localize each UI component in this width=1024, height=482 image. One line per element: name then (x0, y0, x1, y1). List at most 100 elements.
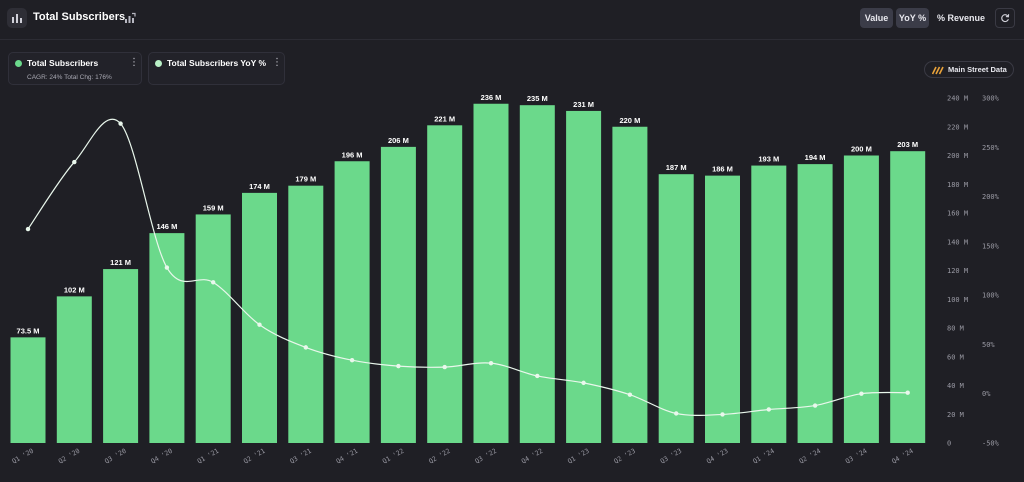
y-axis-tick: 80 M (947, 325, 964, 333)
bar (797, 164, 833, 443)
legend-swatch (155, 60, 162, 67)
bar (519, 105, 555, 443)
bar (56, 296, 92, 443)
toolbar: Total Subscribers Value YoY % % Revenue (0, 0, 1024, 38)
badge-label: Main Street Data (948, 65, 1007, 74)
chart-type-icon[interactable] (124, 11, 136, 23)
data-label: 221 M (434, 114, 455, 123)
y-axis-tick: 220 M (947, 123, 968, 131)
x-axis-tick: Q3 '20 (103, 447, 127, 466)
header-divider (0, 39, 1024, 40)
bar (705, 175, 740, 443)
legend-stats: CAGR: 24% Total Chg: 176% (27, 74, 112, 81)
y2-axis-tick: 250% (982, 144, 1000, 152)
data-label: 236 M (481, 93, 502, 102)
data-label: 220 M (619, 116, 640, 125)
x-axis-tick: Q1 '20 (11, 447, 35, 466)
legend-item-total-subscribers[interactable]: Total Subscribers CAGR: 24% Total Chg: 1… (8, 52, 142, 85)
x-axis-tick: Q2 '22 (427, 447, 451, 466)
x-axis-tick: Q4 '20 (150, 447, 174, 466)
data-label: 174 M (249, 182, 270, 191)
x-axis-tick: Q2 '24 (798, 447, 822, 466)
yoy-point (211, 280, 216, 285)
value-mode-button[interactable]: Value (860, 8, 893, 28)
y-axis-tick: 160 M (947, 210, 968, 218)
legend-label: Total Subscribers (27, 58, 99, 68)
bar (10, 337, 46, 443)
y-axis-tick: 0 (947, 440, 951, 448)
y-axis-tick: 180 M (947, 181, 968, 189)
x-axis-tick: Q1 '24 (751, 447, 775, 466)
x-axis-tick: Q2 '23 (613, 447, 637, 466)
main-street-data-logo-icon (932, 66, 944, 75)
bar (427, 125, 463, 443)
yoy-point (349, 358, 355, 363)
data-label: 200 M (851, 145, 872, 154)
yoy-point (674, 411, 679, 416)
bar (195, 214, 231, 443)
y-axis-tick: 120 M (947, 267, 968, 275)
yoy-mode-button[interactable]: YoY % (896, 8, 929, 28)
revenue-mode-button[interactable]: % Revenue (936, 13, 986, 23)
x-axis-tick: Q1 '23 (566, 447, 590, 466)
main-street-data-badge[interactable]: Main Street Data (924, 61, 1014, 78)
more-options-icon[interactable]: ⋮ (272, 57, 282, 68)
y2-axis-tick: 0% (982, 390, 991, 398)
bar (380, 146, 416, 443)
bar (658, 174, 694, 443)
bar (473, 103, 509, 443)
bar (890, 151, 926, 443)
y-axis-tick: 60 M (947, 353, 964, 361)
refresh-icon (1001, 14, 1010, 23)
y2-axis-tick: -50% (982, 440, 1000, 448)
legend-item-yoy[interactable]: Total Subscribers YoY % ⋮ (148, 52, 285, 85)
data-label: 186 M (712, 165, 733, 174)
yoy-point (164, 265, 170, 270)
yoy-point (627, 392, 633, 397)
x-axis-tick: Q2 '20 (57, 447, 81, 466)
y2-axis-tick: 300% (982, 95, 1000, 103)
yoy-point (118, 121, 123, 126)
bar (612, 126, 648, 443)
yoy-point (859, 391, 864, 396)
data-label: 196 M (342, 150, 363, 159)
x-axis-tick: Q1 '22 (381, 447, 405, 466)
data-label: 73.5 M (17, 326, 40, 335)
x-axis-tick: Q4 '24 (890, 447, 914, 466)
data-label: 146 M (156, 222, 177, 231)
more-options-icon[interactable]: ⋮ (129, 57, 139, 68)
x-axis-tick: Q1 '21 (196, 447, 220, 466)
refresh-button[interactable] (995, 8, 1015, 28)
x-axis-tick: Q2 '21 (242, 447, 266, 466)
data-label: 235 M (527, 94, 548, 103)
data-label: 231 M (573, 100, 594, 109)
yoy-point (535, 373, 540, 379)
yoy-point (25, 226, 31, 232)
x-axis-tick: Q3 '23 (659, 447, 683, 466)
x-axis-tick: Q3 '22 (474, 447, 498, 466)
yoy-point (905, 390, 910, 395)
bar (751, 165, 787, 443)
y2-axis-tick: 150% (982, 242, 1000, 250)
bar (843, 155, 879, 443)
y-axis-tick: 40 M (947, 382, 964, 390)
bar (103, 269, 139, 443)
x-axis-tick: Q3 '24 (844, 447, 868, 466)
bar (242, 192, 277, 443)
yoy-point (488, 360, 494, 366)
data-label: 194 M (805, 153, 826, 162)
yoy-point (257, 322, 262, 327)
bar-chart-icon (7, 8, 27, 28)
data-label: 206 M (388, 136, 409, 145)
data-label: 159 M (203, 203, 224, 212)
chart-title: Total Subscribers (33, 11, 126, 23)
bar (288, 185, 324, 443)
yoy-point (766, 407, 771, 412)
y-axis-tick: 20 M (947, 411, 964, 419)
y-axis-tick: 240 M (947, 95, 968, 103)
yoy-point (812, 403, 818, 408)
bar (149, 233, 185, 443)
legend-label: Total Subscribers YoY % (167, 58, 267, 68)
data-label: 102 M (64, 285, 85, 294)
